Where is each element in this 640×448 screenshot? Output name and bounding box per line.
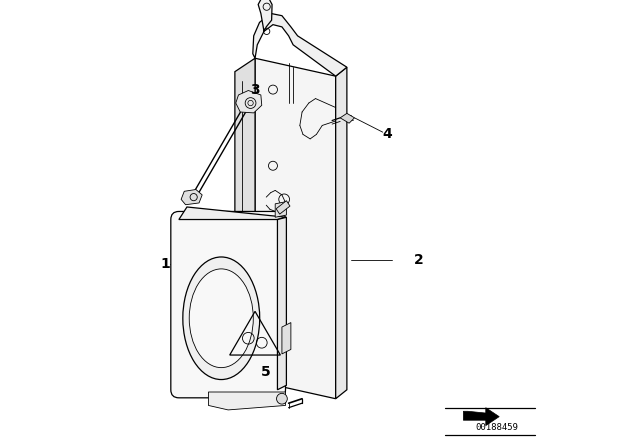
Ellipse shape: [189, 269, 253, 368]
Polygon shape: [340, 113, 355, 123]
Polygon shape: [179, 207, 287, 220]
Polygon shape: [276, 201, 290, 214]
Text: 1: 1: [161, 257, 170, 271]
Polygon shape: [236, 90, 262, 113]
Polygon shape: [277, 217, 287, 390]
Polygon shape: [209, 392, 285, 410]
Polygon shape: [275, 202, 287, 217]
Polygon shape: [255, 58, 335, 399]
Text: 2: 2: [413, 253, 424, 267]
Polygon shape: [235, 58, 255, 394]
Circle shape: [276, 393, 287, 404]
Polygon shape: [258, 0, 272, 31]
Text: 00188459: 00188459: [476, 423, 518, 432]
FancyBboxPatch shape: [171, 211, 285, 398]
Polygon shape: [253, 13, 347, 76]
Text: 5: 5: [261, 365, 271, 379]
Polygon shape: [181, 190, 202, 205]
Polygon shape: [335, 67, 347, 399]
Text: 3: 3: [250, 82, 260, 97]
Polygon shape: [282, 323, 291, 354]
Polygon shape: [463, 408, 499, 426]
Ellipse shape: [183, 257, 260, 379]
Text: 4: 4: [382, 127, 392, 142]
